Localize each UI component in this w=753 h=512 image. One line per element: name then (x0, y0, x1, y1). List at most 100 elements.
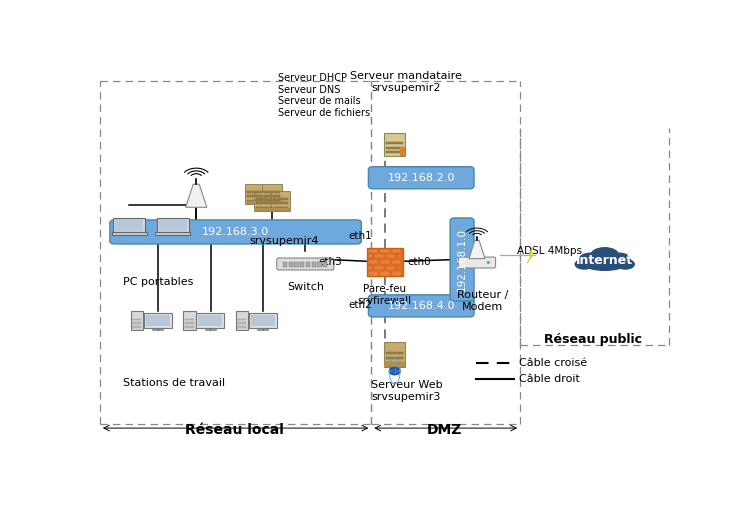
FancyBboxPatch shape (386, 146, 403, 149)
FancyBboxPatch shape (277, 258, 334, 270)
FancyBboxPatch shape (368, 248, 378, 252)
FancyBboxPatch shape (111, 232, 147, 235)
Text: Stations de travail: Stations de travail (123, 378, 225, 388)
FancyBboxPatch shape (185, 323, 194, 324)
FancyBboxPatch shape (237, 323, 246, 324)
FancyBboxPatch shape (130, 311, 143, 330)
Text: eth3: eth3 (319, 257, 342, 267)
FancyBboxPatch shape (247, 195, 263, 197)
FancyBboxPatch shape (386, 352, 403, 354)
FancyBboxPatch shape (144, 313, 172, 328)
FancyBboxPatch shape (264, 191, 280, 193)
Ellipse shape (591, 248, 618, 262)
FancyBboxPatch shape (306, 262, 310, 267)
FancyBboxPatch shape (380, 248, 389, 252)
FancyBboxPatch shape (262, 184, 282, 204)
FancyBboxPatch shape (392, 260, 401, 264)
FancyBboxPatch shape (384, 342, 405, 367)
Text: ADSL 4Mbps: ADSL 4Mbps (517, 246, 582, 256)
Ellipse shape (608, 253, 630, 265)
Text: 192.168.4.0: 192.168.4.0 (388, 301, 455, 311)
FancyBboxPatch shape (386, 254, 395, 259)
FancyBboxPatch shape (392, 248, 401, 252)
FancyBboxPatch shape (251, 315, 275, 326)
FancyBboxPatch shape (273, 207, 288, 209)
FancyBboxPatch shape (294, 262, 298, 267)
FancyBboxPatch shape (110, 220, 361, 244)
FancyBboxPatch shape (386, 357, 403, 359)
Text: srvsupemir4: srvsupemir4 (249, 237, 319, 246)
FancyBboxPatch shape (367, 248, 403, 276)
Text: Réseau public: Réseau public (544, 333, 642, 346)
FancyBboxPatch shape (254, 191, 273, 211)
FancyBboxPatch shape (318, 262, 322, 267)
FancyBboxPatch shape (245, 184, 265, 204)
FancyBboxPatch shape (245, 201, 265, 204)
FancyBboxPatch shape (247, 200, 263, 202)
Ellipse shape (579, 253, 602, 265)
Circle shape (487, 262, 489, 263)
FancyBboxPatch shape (198, 315, 222, 326)
FancyBboxPatch shape (254, 208, 273, 211)
Text: Serveur Web
srvsupemir3: Serveur Web srvsupemir3 (370, 380, 442, 401)
Text: eth2: eth2 (348, 300, 372, 310)
FancyBboxPatch shape (398, 266, 401, 270)
FancyBboxPatch shape (283, 262, 287, 267)
FancyBboxPatch shape (374, 266, 383, 270)
Text: eth1: eth1 (348, 231, 372, 241)
Polygon shape (469, 240, 485, 259)
FancyBboxPatch shape (386, 266, 395, 270)
FancyBboxPatch shape (400, 147, 405, 156)
FancyBboxPatch shape (264, 195, 280, 197)
FancyBboxPatch shape (398, 254, 401, 259)
Ellipse shape (575, 260, 593, 269)
FancyBboxPatch shape (183, 311, 196, 330)
FancyBboxPatch shape (384, 362, 405, 367)
FancyBboxPatch shape (270, 208, 291, 211)
FancyBboxPatch shape (392, 271, 401, 275)
Ellipse shape (616, 260, 634, 269)
Text: 192.168.3.0: 192.168.3.0 (202, 227, 270, 237)
FancyBboxPatch shape (386, 361, 403, 364)
FancyBboxPatch shape (262, 201, 282, 204)
FancyBboxPatch shape (256, 202, 272, 204)
FancyBboxPatch shape (368, 167, 474, 189)
FancyBboxPatch shape (380, 260, 389, 264)
FancyBboxPatch shape (300, 262, 304, 267)
FancyBboxPatch shape (374, 254, 383, 259)
FancyBboxPatch shape (368, 254, 372, 259)
Circle shape (389, 368, 400, 375)
Polygon shape (186, 184, 207, 207)
FancyBboxPatch shape (133, 323, 142, 324)
FancyBboxPatch shape (145, 315, 169, 326)
FancyBboxPatch shape (256, 207, 272, 209)
FancyBboxPatch shape (152, 329, 163, 330)
FancyBboxPatch shape (236, 311, 248, 330)
FancyBboxPatch shape (450, 218, 474, 301)
FancyBboxPatch shape (368, 295, 474, 317)
FancyBboxPatch shape (248, 313, 277, 328)
FancyBboxPatch shape (133, 318, 142, 320)
FancyBboxPatch shape (386, 142, 403, 144)
FancyBboxPatch shape (270, 191, 291, 211)
FancyBboxPatch shape (159, 219, 187, 231)
FancyBboxPatch shape (205, 329, 216, 330)
FancyBboxPatch shape (386, 151, 403, 153)
FancyBboxPatch shape (459, 257, 495, 268)
FancyBboxPatch shape (312, 262, 316, 267)
FancyBboxPatch shape (288, 262, 293, 267)
FancyBboxPatch shape (256, 198, 272, 200)
Text: eth0: eth0 (407, 257, 431, 267)
Text: Serveur mandataire
srvsupemir2: Serveur mandataire srvsupemir2 (350, 71, 462, 93)
FancyBboxPatch shape (380, 271, 389, 275)
FancyBboxPatch shape (273, 202, 288, 204)
Text: 192.168.2.0: 192.168.2.0 (388, 173, 455, 183)
FancyBboxPatch shape (258, 329, 268, 330)
Polygon shape (527, 245, 535, 263)
FancyBboxPatch shape (133, 326, 142, 328)
FancyBboxPatch shape (185, 326, 194, 328)
FancyBboxPatch shape (237, 318, 246, 320)
FancyBboxPatch shape (247, 191, 263, 193)
FancyBboxPatch shape (113, 218, 145, 232)
FancyBboxPatch shape (157, 218, 189, 232)
